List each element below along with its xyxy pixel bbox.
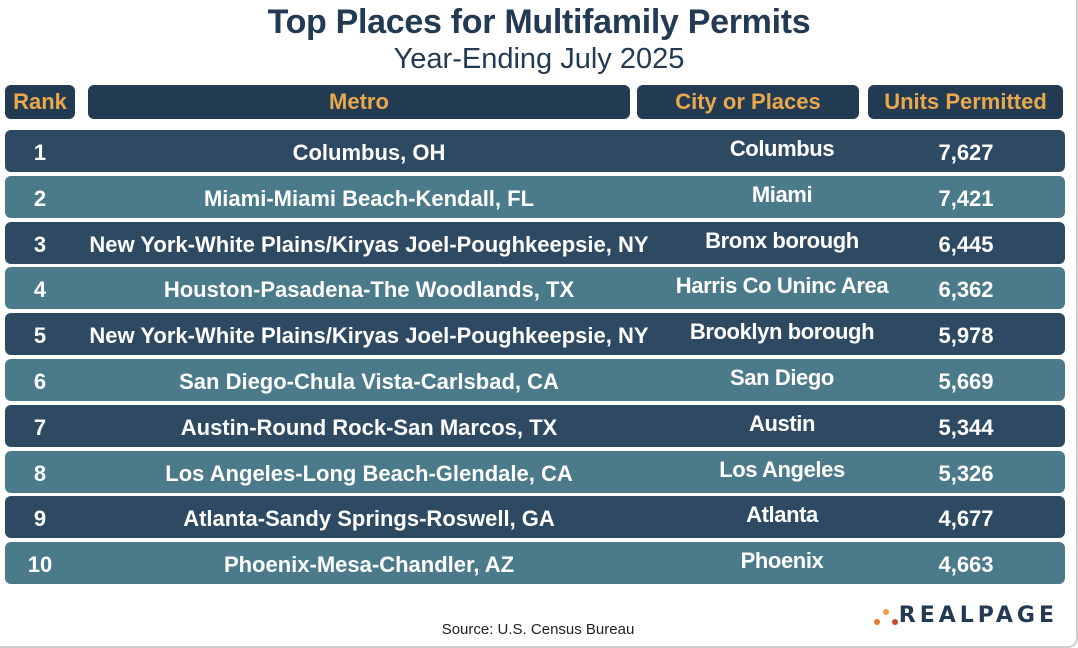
- realpage-dots-icon: [868, 603, 899, 629]
- table-row: 4 Houston-Pasadena-The Woodlands, TX Har…: [5, 267, 1065, 310]
- rank-cell: 9: [33, 506, 47, 532]
- header-units: Units Permitted: [868, 85, 1063, 119]
- rank-cell: 1: [33, 140, 47, 165]
- city-cell: Phoenix: [740, 548, 824, 574]
- city-cell: Bronx borough: [705, 227, 859, 253]
- header-metro: Metro: [88, 85, 630, 119]
- city-cell: Harris Co Uninc Area: [675, 273, 889, 299]
- metro-cell: San Diego-Chula Vista-Carlsbad, CA: [179, 368, 559, 394]
- realpage-logo: REALPAGE: [860, 600, 1058, 632]
- header-city: City or Places: [637, 85, 859, 119]
- permits-table: 1 Columbus, OH Columbus 7,627 2 Miami-Mi…: [5, 130, 1065, 588]
- table-row: 10 Phoenix-Mesa-Chandler, AZ Phoenix 4,6…: [5, 542, 1065, 585]
- logo-text: REALPAGE: [898, 603, 1058, 628]
- metro-cell: Columbus, OH: [292, 140, 446, 165]
- page-subtitle: Year-Ending July 2025: [393, 43, 685, 75]
- city-cell: Austin: [748, 410, 816, 436]
- units-cell: 5,978: [938, 323, 994, 349]
- source-note: Source: U.S. Census Bureau: [441, 621, 635, 638]
- metro-cell: Atlanta-Sandy Springs-Roswell, GA: [183, 506, 555, 532]
- table-row: 6 San Diego-Chula Vista-Carlsbad, CA San…: [5, 358, 1065, 401]
- header-rank: Rank: [5, 85, 75, 119]
- units-cell: 7,421: [938, 185, 994, 211]
- rank-cell: 3: [33, 231, 47, 257]
- city-cell: Atlanta: [746, 502, 818, 528]
- units-cell: 4,663: [938, 552, 994, 578]
- city-cell: Brooklyn borough: [689, 319, 875, 345]
- table-row: 7 Austin-Round Rock-San Marcos, TX Austi…: [5, 404, 1065, 447]
- city-cell: Columbus: [729, 136, 835, 161]
- metro-cell: New York-White Plains/Kiryas Joel-Poughk…: [89, 323, 649, 349]
- units-cell: 6,362: [938, 277, 994, 303]
- rank-cell: 8: [33, 460, 47, 486]
- city-cell: Miami: [751, 181, 813, 207]
- metro-cell: Miami-Miami Beach-Kendall, FL: [203, 185, 535, 211]
- units-cell: 4,677: [938, 506, 994, 532]
- rank-cell: 10: [27, 552, 53, 578]
- rank-cell: 5: [33, 323, 47, 349]
- table-row: 2 Miami-Miami Beach-Kendall, FL Miami 7,…: [5, 175, 1065, 218]
- table-row: 5 New York-White Plains/Kiryas Joel-Poug…: [5, 313, 1065, 356]
- units-cell: 5,326: [938, 460, 994, 486]
- metro-cell: Los Angeles-Long Beach-Glendale, CA: [165, 460, 573, 486]
- metro-cell: Phoenix-Mesa-Chandler, AZ: [223, 552, 515, 578]
- rank-cell: 6: [33, 368, 47, 394]
- page-title: Top Places for Multifamily Permits: [267, 3, 811, 41]
- metro-cell: New York-White Plains/Kiryas Joel-Poughk…: [89, 231, 649, 257]
- city-cell: San Diego: [730, 364, 834, 390]
- units-cell: 7,627: [938, 140, 994, 165]
- city-cell: Los Angeles: [719, 456, 845, 482]
- table-row: 8 Los Angeles-Long Beach-Glendale, CA Lo…: [5, 450, 1065, 493]
- units-cell: 5,344: [938, 414, 994, 440]
- units-cell: 5,669: [938, 368, 994, 394]
- rank-cell: 2: [33, 185, 47, 211]
- rank-cell: 4: [33, 277, 47, 303]
- table-row: 9 Atlanta-Sandy Springs-Roswell, GA Atla…: [5, 496, 1065, 539]
- table-row: 3 New York-White Plains/Kiryas Joel-Poug…: [5, 221, 1065, 264]
- rank-cell: 7: [33, 414, 47, 440]
- table-row: 1 Columbus, OH Columbus 7,627: [5, 130, 1065, 172]
- metro-cell: Austin-Round Rock-San Marcos, TX: [180, 414, 558, 440]
- metro-cell: Houston-Pasadena-The Woodlands, TX: [163, 277, 575, 303]
- units-cell: 6,445: [938, 231, 994, 257]
